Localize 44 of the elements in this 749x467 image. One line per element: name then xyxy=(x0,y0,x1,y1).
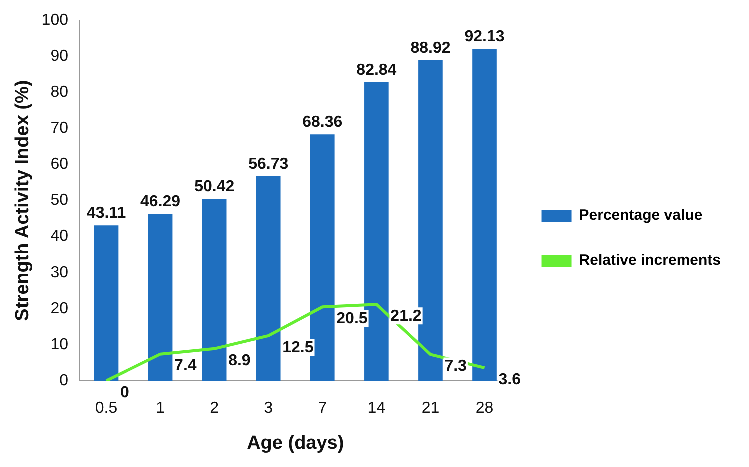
x-tick-label: 21 xyxy=(422,400,440,418)
bar xyxy=(94,226,119,381)
bar xyxy=(202,199,227,381)
bar xyxy=(472,48,497,381)
legend-label: Percentage value xyxy=(579,207,703,224)
y-tick-label: 90 xyxy=(50,48,69,66)
x-tick-label: 1 xyxy=(156,400,166,418)
data-label: 21.2 xyxy=(390,308,422,325)
data-label: 12.5 xyxy=(282,339,314,356)
x-tick-label: 14 xyxy=(368,400,386,418)
y-tick-label: 50 xyxy=(50,192,69,210)
data-label: 0 xyxy=(120,384,130,402)
bar xyxy=(148,214,173,381)
x-tick-label: 28 xyxy=(476,400,494,418)
y-tick-label: 100 xyxy=(42,12,69,30)
data-label: 56.73 xyxy=(248,156,289,173)
data-label: 3.6 xyxy=(498,371,522,388)
data-label: 20.5 xyxy=(336,310,368,328)
bar xyxy=(256,176,281,381)
data-label: 92.13 xyxy=(464,28,505,46)
y-axis-title: Strength Activity Index (%) xyxy=(12,80,34,322)
data-label: 7.4 xyxy=(174,358,197,375)
y-tick-label: 30 xyxy=(50,264,69,282)
data-label: 68.36 xyxy=(302,114,343,132)
y-tick-label: 0 xyxy=(60,372,69,390)
data-label: 82.84 xyxy=(356,62,397,79)
legend-label: Relative increments xyxy=(579,252,722,270)
data-label: 43.11 xyxy=(86,205,126,222)
y-tick-label: 60 xyxy=(50,156,69,174)
y-tick-label: 20 xyxy=(50,300,69,318)
data-label: 8.9 xyxy=(228,352,251,370)
x-axis-title: Age (days) xyxy=(247,432,344,454)
x-tick-label: 0.5 xyxy=(95,400,118,418)
x-tick-label: 7 xyxy=(318,400,328,418)
y-tick-label: 40 xyxy=(50,228,69,246)
data-label: 50.42 xyxy=(194,178,235,196)
data-label: 7.3 xyxy=(444,358,468,376)
data-label: 46.29 xyxy=(140,194,181,211)
y-tick-label: 10 xyxy=(50,336,69,354)
data-label: 88.92 xyxy=(410,40,451,57)
x-tick-label: 3 xyxy=(264,400,274,418)
y-tick-label: 80 xyxy=(50,84,69,102)
y-tick-label: 70 xyxy=(50,120,69,138)
x-tick-label: 2 xyxy=(210,400,220,418)
